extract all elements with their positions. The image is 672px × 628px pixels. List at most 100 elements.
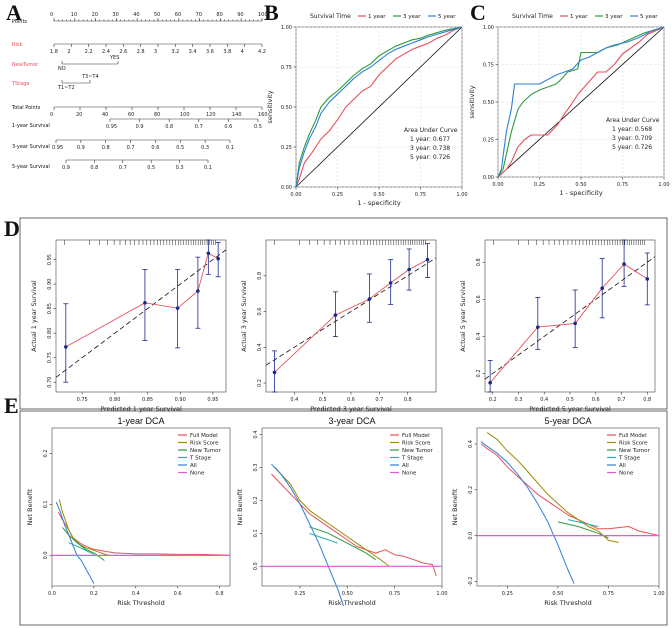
x-tick-label: 0.8	[216, 591, 224, 597]
y-axis-label: sensitivity	[468, 85, 476, 118]
y-tick-label: 0.50	[281, 105, 292, 111]
nomogram-tick-label: 0.7	[195, 124, 203, 130]
nomogram-tick-label: 0.6	[151, 145, 159, 151]
legend-entry: 3 year	[403, 14, 421, 20]
auc-title: Area Under Curve	[404, 127, 458, 134]
x-tick-label: 0.2	[90, 591, 98, 597]
x-tick-label: 0.95	[207, 397, 218, 403]
nomogram-tick-label: 0.3	[176, 165, 184, 171]
y-tick-label: 0.0	[43, 551, 49, 559]
panel-label-c: C	[470, 0, 486, 25]
x-tick-label: 0.7	[618, 397, 626, 403]
y-tick-label: 0.4	[257, 343, 263, 351]
series-line-all	[271, 463, 344, 606]
series-line-3-year	[295, 26, 463, 188]
nomogram-tick-label: 100	[258, 12, 268, 18]
y-tick-label: 0.4	[476, 332, 482, 340]
legend-entry: 3 year	[605, 14, 623, 20]
x-tick-label: 0.90	[175, 397, 186, 403]
chart-title: 5-year DCA	[544, 416, 591, 426]
y-axis-label: Actual 5 year Survival	[459, 280, 467, 352]
x-axis-label: Risk Threshold	[544, 599, 592, 607]
x-tick-label: 0.4	[540, 397, 548, 403]
calibration-point	[216, 256, 220, 261]
legend-entry: T Stage	[189, 456, 212, 462]
nomogram-tick-label: 70	[196, 12, 202, 18]
y-tick-label: 0.6	[257, 308, 263, 316]
nomogram-tick-label: YES	[109, 55, 119, 61]
legend-entry: Risk Score	[619, 441, 648, 447]
panel-d-frame	[19, 217, 668, 410]
y-tick-label: 0.75	[47, 352, 53, 363]
y-axis-label: Net Benefit	[451, 488, 459, 525]
x-tick-label: 0.75	[617, 182, 628, 188]
roc-charts: 0.00 0.25 0.50 0.75 1.00 0.00 0.25 0.50 0.75 1.00…	[266, 13, 670, 207]
calibration-point	[64, 345, 68, 349]
legend-entry: New Tumor	[402, 448, 433, 454]
series-line-t-stage	[567, 519, 599, 527]
nomogram-tick-label: 0.95	[52, 145, 63, 151]
y-axis-label: Actual 3 year Survival	[240, 280, 248, 352]
nomogram-tick-label: 0.7	[119, 165, 127, 171]
roc-chart-b: 0.00 0.25 0.50 0.75 1.00 0.00 0.25 0.50 0.75 1.00…	[266, 13, 468, 207]
series-line-all	[480, 441, 575, 584]
calibration-line	[274, 259, 428, 373]
series-line-full-model	[271, 473, 437, 577]
legend-title: Survival Time	[512, 13, 553, 20]
legend-entry: None	[190, 471, 205, 477]
legend-entry: All	[619, 463, 626, 469]
series-line-full-model	[57, 511, 231, 556]
x-tick-label: 0.8	[404, 397, 412, 403]
x-axis-label: Predicted 1 year Survival	[100, 405, 182, 413]
calibration-point	[272, 370, 277, 375]
x-axis-label: Predicted 3 year Survival	[310, 405, 392, 413]
nomogram-tick-label: 90	[237, 12, 243, 18]
nomogram-tick-label: 0.8	[165, 124, 173, 130]
nomogram-tick-label: 2.2	[85, 49, 93, 55]
legend-entry: T Stage	[618, 456, 641, 462]
nomogram-tick-label: 0.9	[62, 165, 70, 171]
series-line-5-year	[497, 26, 665, 178]
y-tick-label: 0.25	[281, 145, 292, 151]
calibration-point	[622, 262, 626, 266]
legend-entry: Risk Score	[190, 441, 219, 447]
chart-title: 1-year DCA	[117, 416, 164, 426]
legend-entry: Risk Score	[402, 441, 431, 447]
x-tick-label: 0.3	[515, 397, 523, 403]
y-tick-label: 0.2	[257, 379, 263, 387]
legend-entry: 5 year	[640, 14, 658, 20]
nomogram-tick-label: 3.4	[189, 49, 197, 55]
x-tick-label: 0.0	[48, 591, 56, 597]
x-tick-label: 0.25	[502, 591, 513, 597]
nomogram-tick-label: 160	[258, 112, 268, 118]
x-tick-label: 0.75	[415, 192, 426, 198]
series-line-1-year	[497, 26, 665, 178]
y-tick-label: 0.85	[47, 303, 53, 314]
nomogram-tick-label: 0.1	[204, 165, 212, 171]
y-tick-label: 0.00	[483, 175, 494, 181]
y-tick-label: 0.75	[483, 63, 494, 69]
y-tick-label: 0.70	[47, 377, 53, 388]
nomogram-tick-label: 140	[232, 112, 242, 118]
y-tick-label: 0.8	[476, 258, 482, 266]
diagonal-reference-line	[295, 26, 463, 188]
legend-entry: 1 year	[570, 14, 588, 20]
y-tick-label: -0.2	[468, 577, 474, 587]
calibration-point	[645, 277, 650, 281]
legend-entry: 5 year	[438, 14, 456, 20]
nomogram-tick-label: 80	[154, 112, 160, 118]
calibration-point	[196, 289, 200, 293]
x-tick-label: 0.00	[290, 192, 301, 198]
x-tick-label: 0.8	[643, 397, 651, 403]
y-tick-label: 0.4	[253, 431, 259, 439]
nomogram-row-label: 1-year Survival	[12, 123, 50, 129]
nomogram-tick-label: 0.3	[201, 145, 209, 151]
nomogram-tick-label: 0.95	[106, 124, 117, 130]
nomogram-tick-label: 0	[50, 112, 53, 118]
x-tick-label: 0.75	[77, 397, 88, 403]
calibration-point	[175, 306, 180, 310]
x-tick-label: 0.6	[174, 591, 182, 597]
series-line-3-year	[497, 26, 665, 178]
